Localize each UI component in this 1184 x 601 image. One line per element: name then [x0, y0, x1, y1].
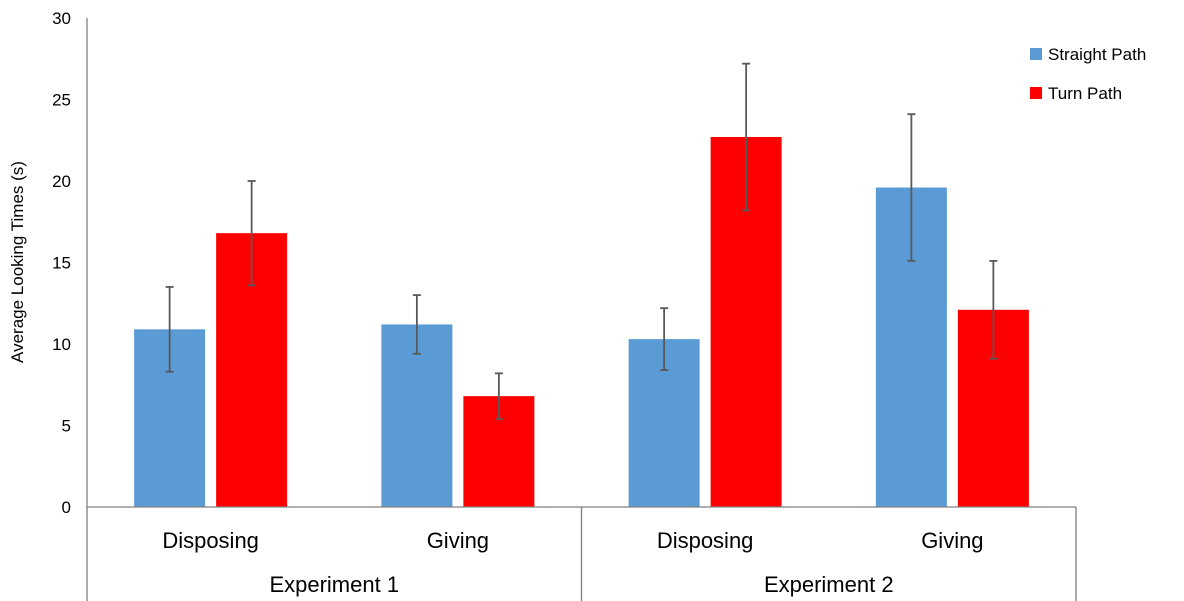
y-tick-label: 5 [62, 417, 71, 436]
bar-straight-path [381, 324, 453, 507]
category-label: Disposing [657, 528, 754, 553]
legend-swatch [1030, 87, 1042, 99]
y-axis-label: Average Looking Times (s) [8, 161, 27, 363]
legend-label: Straight Path [1048, 45, 1146, 64]
axes [86, 18, 1077, 601]
legend-label: Turn Path [1048, 84, 1122, 103]
y-tick-label: 10 [52, 335, 71, 354]
group-label: Experiment 1 [269, 572, 399, 597]
error-bars [165, 62, 998, 420]
category-label: Disposing [162, 528, 259, 553]
y-tick-label: 20 [52, 172, 71, 191]
y-axis-ticks: 0 5 10 15 20 25 30 [52, 9, 71, 517]
category-label: Giving [921, 528, 983, 553]
category-label: Giving [427, 528, 489, 553]
group-label: Experiment 2 [764, 572, 894, 597]
y-tick-label: 0 [62, 498, 71, 517]
legend-swatch [1030, 48, 1042, 60]
legend: Straight Path Turn Path [1030, 45, 1146, 103]
y-tick-label: 25 [52, 91, 71, 110]
bars [134, 136, 1029, 508]
x-axis-labels: Disposing Giving Disposing Giving Experiment… [162, 528, 983, 597]
y-tick-label: 30 [52, 9, 71, 28]
y-tick-label: 15 [52, 254, 71, 273]
